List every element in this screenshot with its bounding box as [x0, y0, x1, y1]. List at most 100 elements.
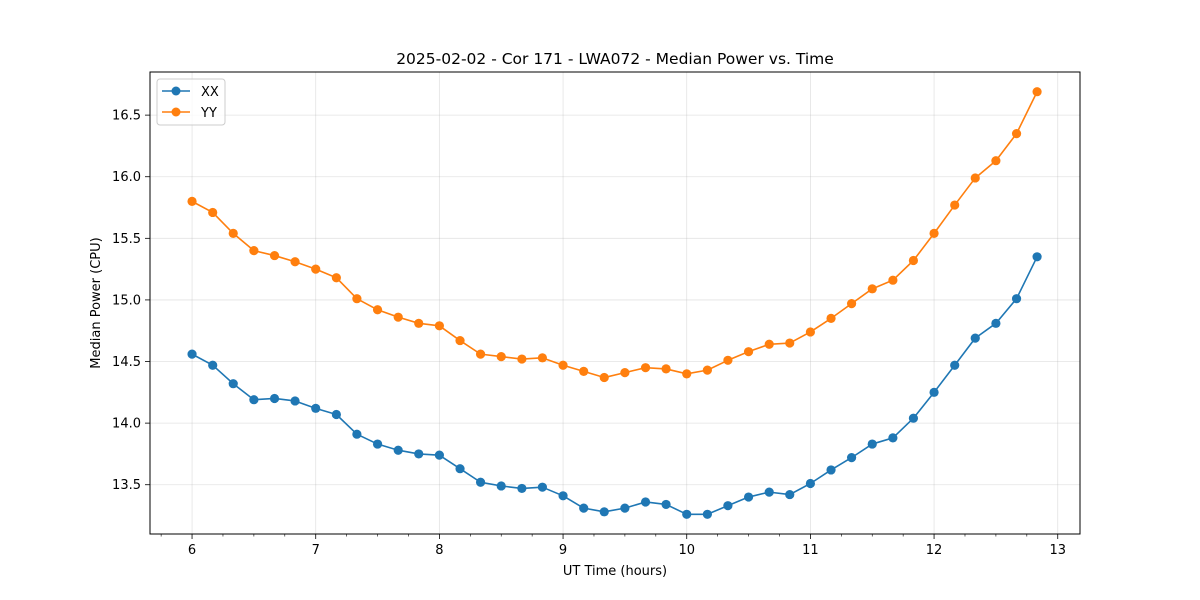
x-tick-label: 12: [926, 543, 943, 558]
data-point-yy: [1032, 87, 1042, 97]
grid: [150, 72, 1080, 534]
data-point-yy: [991, 156, 1001, 166]
data-point-xx: [331, 409, 341, 420]
x-tick-label: 9: [559, 543, 567, 558]
data-point-yy: [187, 196, 197, 206]
data-point-yy: [455, 335, 465, 346]
data-point-xx: [1032, 252, 1042, 262]
data-point-xx: [620, 503, 630, 513]
plot-frame: [149, 71, 1081, 535]
x-tick-label: 10: [678, 543, 695, 558]
data-point-yy: [764, 339, 774, 349]
data-point-xx: [661, 499, 671, 510]
data-point-yy: [311, 264, 321, 274]
data-point-yy: [723, 355, 733, 365]
data-point-yy: [661, 364, 671, 374]
y-tick-label: 13.5: [112, 478, 141, 493]
data-point-xx: [970, 333, 980, 343]
data-point-xx: [929, 387, 939, 397]
data-point-xx: [352, 429, 362, 439]
series-yy: [187, 87, 1042, 383]
y-tick-label: 16.0: [112, 170, 141, 185]
data-point-yy: [558, 360, 568, 370]
legend: XX YY: [156, 78, 226, 126]
data-point-xx: [311, 403, 321, 413]
data-point-xx: [249, 395, 259, 405]
data-point-xx: [537, 482, 548, 492]
data-point-yy: [640, 363, 651, 373]
data-point-xx: [393, 445, 403, 455]
x-tick-label: 7: [312, 543, 320, 558]
data-point-xx: [475, 477, 486, 487]
data-point-xx: [228, 379, 238, 389]
data-point-xx: [290, 396, 300, 406]
data-point-yy: [805, 327, 815, 337]
data-point-yy: [888, 275, 898, 285]
data-point-xx: [455, 464, 465, 474]
data-point-yy: [414, 318, 424, 328]
y-tick-label: 14.0: [112, 417, 141, 432]
data-point-yy: [929, 228, 939, 238]
data-point-yy: [950, 200, 960, 210]
data-point-yy: [1011, 129, 1022, 139]
y-tick-label: 15.0: [112, 293, 141, 308]
data-point-xx: [558, 491, 568, 501]
data-point-yy: [599, 372, 609, 383]
data-point-yy: [785, 338, 795, 348]
data-point-xx: [1011, 294, 1022, 304]
data-point-yy: [908, 255, 919, 266]
data-point-yy: [537, 353, 548, 363]
series-xx: [187, 252, 1042, 519]
data-point-xx: [269, 393, 280, 404]
data-point-xx: [187, 349, 197, 359]
data-point-yy: [867, 284, 877, 294]
data-point-yy: [579, 366, 589, 376]
x-tick-label: 11: [802, 543, 819, 558]
data-point-xx: [846, 453, 857, 463]
data-point-xx: [579, 503, 589, 513]
data-point-xx: [682, 509, 692, 519]
chart-title: 2025-02-02 - Cor 171 - LWA072 - Median P…: [396, 50, 834, 68]
data-point-xx: [414, 449, 424, 459]
data-point-yy: [743, 347, 754, 357]
data-point-xx: [702, 509, 712, 519]
data-point-xx: [372, 439, 383, 449]
data-point-yy: [352, 294, 362, 304]
ticks: 6 7 8 9 10 11 12 13 13.5 14.0 14.5 15.0 15.5 16.0 16.5: [112, 109, 1066, 558]
series-layer: [187, 87, 1042, 519]
data-point-xx: [826, 465, 836, 475]
data-point-yy: [826, 313, 836, 323]
data-point-yy: [208, 207, 218, 218]
data-point-xx: [723, 501, 733, 511]
data-point-xx: [888, 433, 898, 443]
data-point-xx: [867, 439, 877, 449]
data-point-yy: [702, 365, 712, 375]
y-tick-label: 16.5: [112, 109, 141, 124]
data-point-xx: [764, 487, 774, 497]
data-point-xx: [908, 413, 919, 423]
data-point-yy: [517, 354, 527, 364]
data-point-yy: [290, 257, 300, 267]
data-point-xx: [208, 360, 218, 370]
data-point-yy: [228, 228, 238, 238]
data-point-yy: [620, 368, 630, 378]
data-point-xx: [517, 483, 527, 494]
data-point-xx: [496, 481, 506, 491]
data-point-xx: [805, 478, 815, 489]
legend-label-xx: XX: [201, 85, 219, 100]
data-point-xx: [599, 507, 609, 517]
legend-marker-yy: [171, 107, 181, 117]
data-point-yy: [393, 312, 403, 322]
legend-label-yy: YY: [200, 106, 217, 121]
y-axis-label: Median Power (CPU): [89, 237, 104, 368]
data-point-yy: [331, 273, 341, 283]
data-point-yy: [372, 305, 383, 315]
x-axis-label: UT Time (hours): [563, 564, 667, 579]
x-tick-label: 13: [1049, 543, 1066, 558]
data-point-yy: [496, 351, 506, 362]
legend-marker-xx: [171, 86, 181, 96]
data-point-yy: [475, 349, 486, 359]
data-point-yy: [249, 246, 259, 256]
data-point-yy: [682, 369, 692, 379]
